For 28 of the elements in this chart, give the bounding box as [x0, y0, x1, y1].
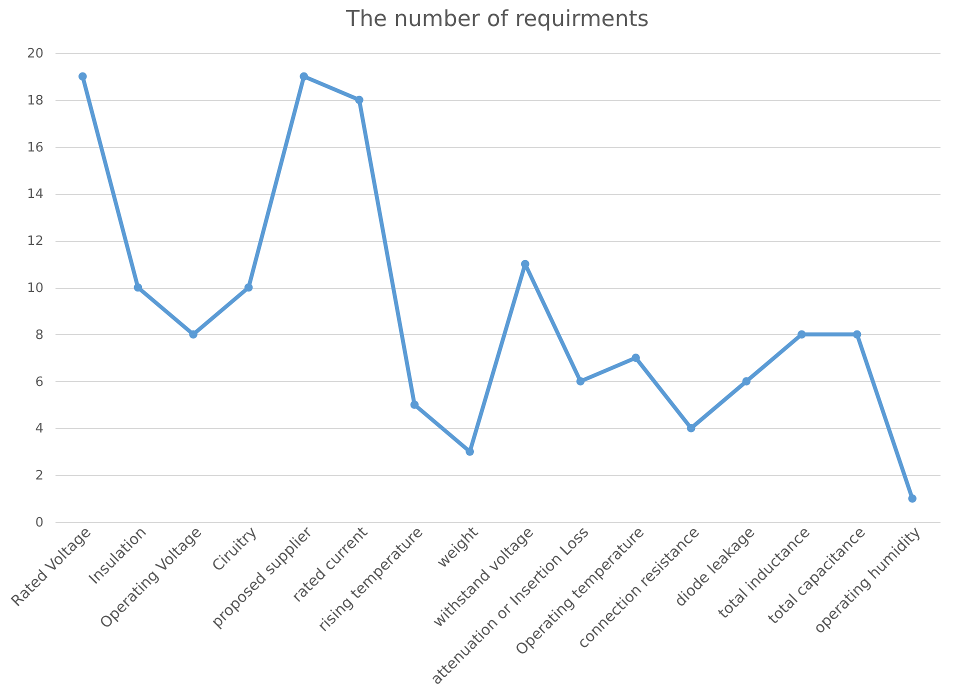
y-tick-label: 2: [35, 468, 44, 484]
y-tick-label: 6: [35, 374, 44, 390]
point: [908, 494, 917, 503]
point: [520, 260, 530, 268]
point: [798, 330, 806, 339]
point: [78, 72, 87, 81]
y-tick-label: 10: [26, 281, 44, 296]
y-tick-label: 18: [26, 93, 44, 108]
point: [300, 72, 308, 81]
y-tick-label: 20: [26, 46, 44, 62]
point: [632, 354, 640, 362]
y-tick-label: 16: [26, 140, 44, 156]
point: [410, 400, 419, 409]
y-tick-label: 14: [26, 187, 44, 202]
point: [355, 96, 364, 104]
point: [189, 330, 198, 339]
point: [742, 377, 751, 386]
point: [466, 447, 474, 456]
chart-title: The number of requirments: [345, 7, 649, 32]
point: [686, 424, 696, 432]
y-tick-label: 8: [35, 328, 44, 343]
point: [852, 330, 862, 339]
point: [134, 283, 142, 292]
point: [576, 377, 585, 386]
y-tick-label: 12: [26, 234, 44, 250]
point: [244, 283, 253, 292]
y-tick-label: 4: [35, 422, 44, 437]
y-tick-label: 0: [35, 516, 44, 530]
